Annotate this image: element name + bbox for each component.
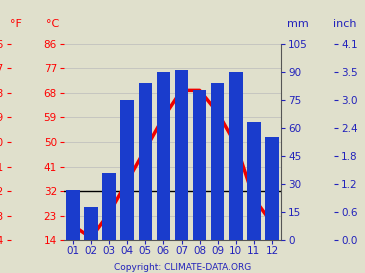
Bar [175, 70, 188, 240]
Bar [102, 173, 116, 240]
Bar [157, 72, 170, 240]
Text: inch: inch [333, 19, 357, 29]
Text: °F: °F [11, 19, 22, 29]
Bar [211, 83, 224, 240]
Bar [265, 137, 279, 240]
Bar [84, 207, 98, 240]
Bar [139, 83, 152, 240]
Text: mm: mm [287, 19, 308, 29]
Bar [66, 190, 80, 240]
Bar [120, 100, 134, 240]
Bar [193, 90, 206, 240]
Bar [229, 72, 243, 240]
Text: °C: °C [46, 19, 59, 29]
Text: Copyright: CLIMATE-DATA.ORG: Copyright: CLIMATE-DATA.ORG [114, 263, 251, 272]
Bar [247, 122, 261, 240]
